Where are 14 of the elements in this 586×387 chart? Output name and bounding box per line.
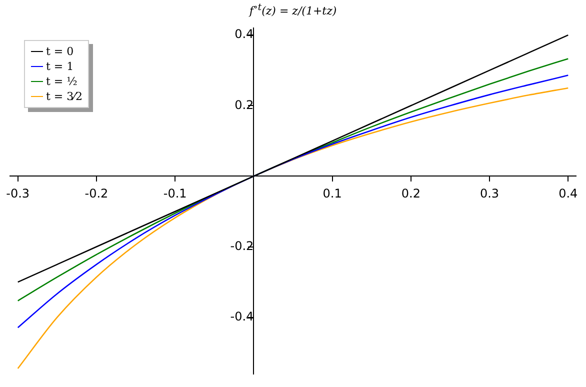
x-tick-label: -0.1	[163, 186, 187, 201]
x-tick-label: -0.3	[6, 186, 30, 201]
x-tick-label: 0.3	[480, 186, 500, 201]
x-tick-label: 0.4	[558, 186, 578, 201]
y-tick-label: -0.2	[230, 238, 254, 253]
x-tick-label: -0.2	[84, 186, 108, 201]
x-tick-label: 0.2	[401, 186, 420, 201]
y-tick-label: 0.2	[234, 98, 254, 112]
legend-label: t = 1	[46, 60, 74, 73]
chart-title: f$^{∘t}$(z) = z/(1+tz)	[248, 2, 338, 18]
legend-label: t = ½	[46, 75, 78, 88]
legend-label: t = 3⁄2	[46, 90, 82, 103]
legend-label: t = 0	[46, 45, 74, 58]
x-tick-label: 0.1	[322, 186, 342, 201]
